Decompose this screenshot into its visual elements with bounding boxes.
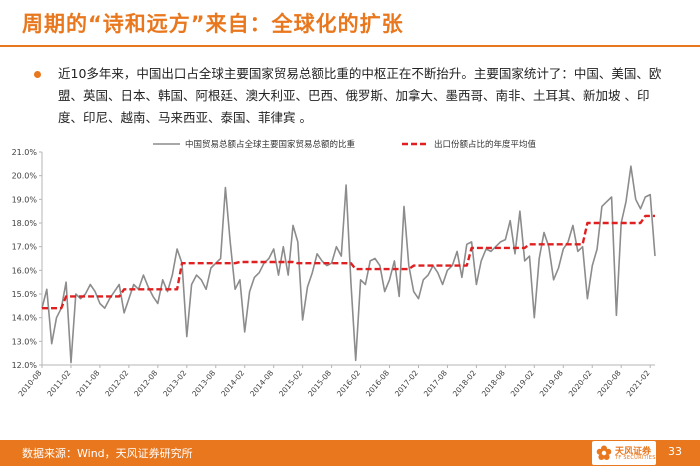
x-tick-label: 2011-08: [74, 368, 101, 398]
x-tick-label: 2020-08: [596, 368, 623, 398]
x-tick-label: 2013-02: [161, 368, 188, 398]
y-tick-label: 17.0%: [12, 243, 38, 252]
x-tick-label: 2016-08: [364, 368, 391, 398]
x-tick-label: 2019-08: [538, 368, 565, 398]
x-tick-label: 2013-08: [190, 368, 217, 398]
y-tick-label: 18.0%: [12, 219, 38, 228]
y-tick-label: 12.0%: [12, 361, 38, 370]
bullet-dot-icon: [34, 71, 41, 78]
x-tick-label: 2019-02: [509, 368, 536, 398]
x-tick-label: 2018-08: [480, 368, 507, 398]
x-tick-label: 2020-02: [567, 368, 594, 398]
slide-title: 周期的“诗和远方”来自：全球化的扩张: [22, 12, 404, 36]
x-tick-label: 2012-08: [132, 368, 159, 398]
chart-legend: 中国贸易总额占全球主要国家贸易总额的比重 出口份额占比的年度平均值: [153, 139, 537, 150]
footer-bar: [0, 440, 700, 466]
x-tick-label: 2018-02: [451, 368, 478, 398]
trade-share-chart: 12.0% 13.0% 14.0% 15.0% 16.0% 17.0% 18.0% 19.0%…: [12, 139, 656, 398]
logo-subtitle: TF SECURITIES: [615, 455, 656, 461]
y-tick-label: 13.0%: [12, 337, 38, 346]
data-source-note: 数据来源：Wind，天风证券研究所: [22, 447, 193, 460]
page-number: 33: [668, 445, 682, 458]
y-tick-label: 14.0%: [12, 314, 38, 323]
y-tick-label: 20.0%: [12, 172, 38, 181]
y-tick-label: 19.0%: [12, 195, 38, 204]
flower-logo-icon: [596, 445, 612, 460]
bullet-text: 近10多年来，中国出口占全球主要国家贸易总额比重的中枢正在不断抬升。主要国家统计…: [58, 66, 662, 125]
x-tick-label: 2015-08: [306, 368, 333, 398]
logo-name: 天风证券: [615, 447, 652, 457]
company-logo: 天风证券 TF SECURITIES: [592, 441, 656, 465]
x-tick-label: 2011-02: [45, 368, 72, 398]
x-tick-label: 2017-08: [422, 368, 449, 398]
x-tick-label: 2021-02: [625, 368, 652, 398]
x-tick-label: 2010-08: [16, 368, 43, 398]
x-tick-label: 2015-02: [277, 368, 304, 398]
series-line-trade-share: [41, 165, 656, 364]
legend-label: 出口份额占比的年度平均值: [434, 139, 537, 150]
x-tick-label: 2017-02: [393, 368, 420, 398]
x-tick-label: 2014-08: [248, 368, 275, 398]
y-tick-label: 21.0%: [12, 148, 38, 157]
series-line-annual-average: [42, 214, 655, 310]
x-tick-label: 2012-02: [103, 368, 130, 398]
y-tick-label: 15.0%: [12, 290, 38, 299]
x-tick-label: 2014-02: [219, 368, 246, 398]
title-divider: [0, 45, 700, 47]
y-tick-label: 16.0%: [12, 266, 38, 275]
x-tick-label: 2016-02: [335, 368, 362, 398]
legend-label: 中国贸易总额占全球主要国家贸易总额的比重: [185, 139, 356, 150]
